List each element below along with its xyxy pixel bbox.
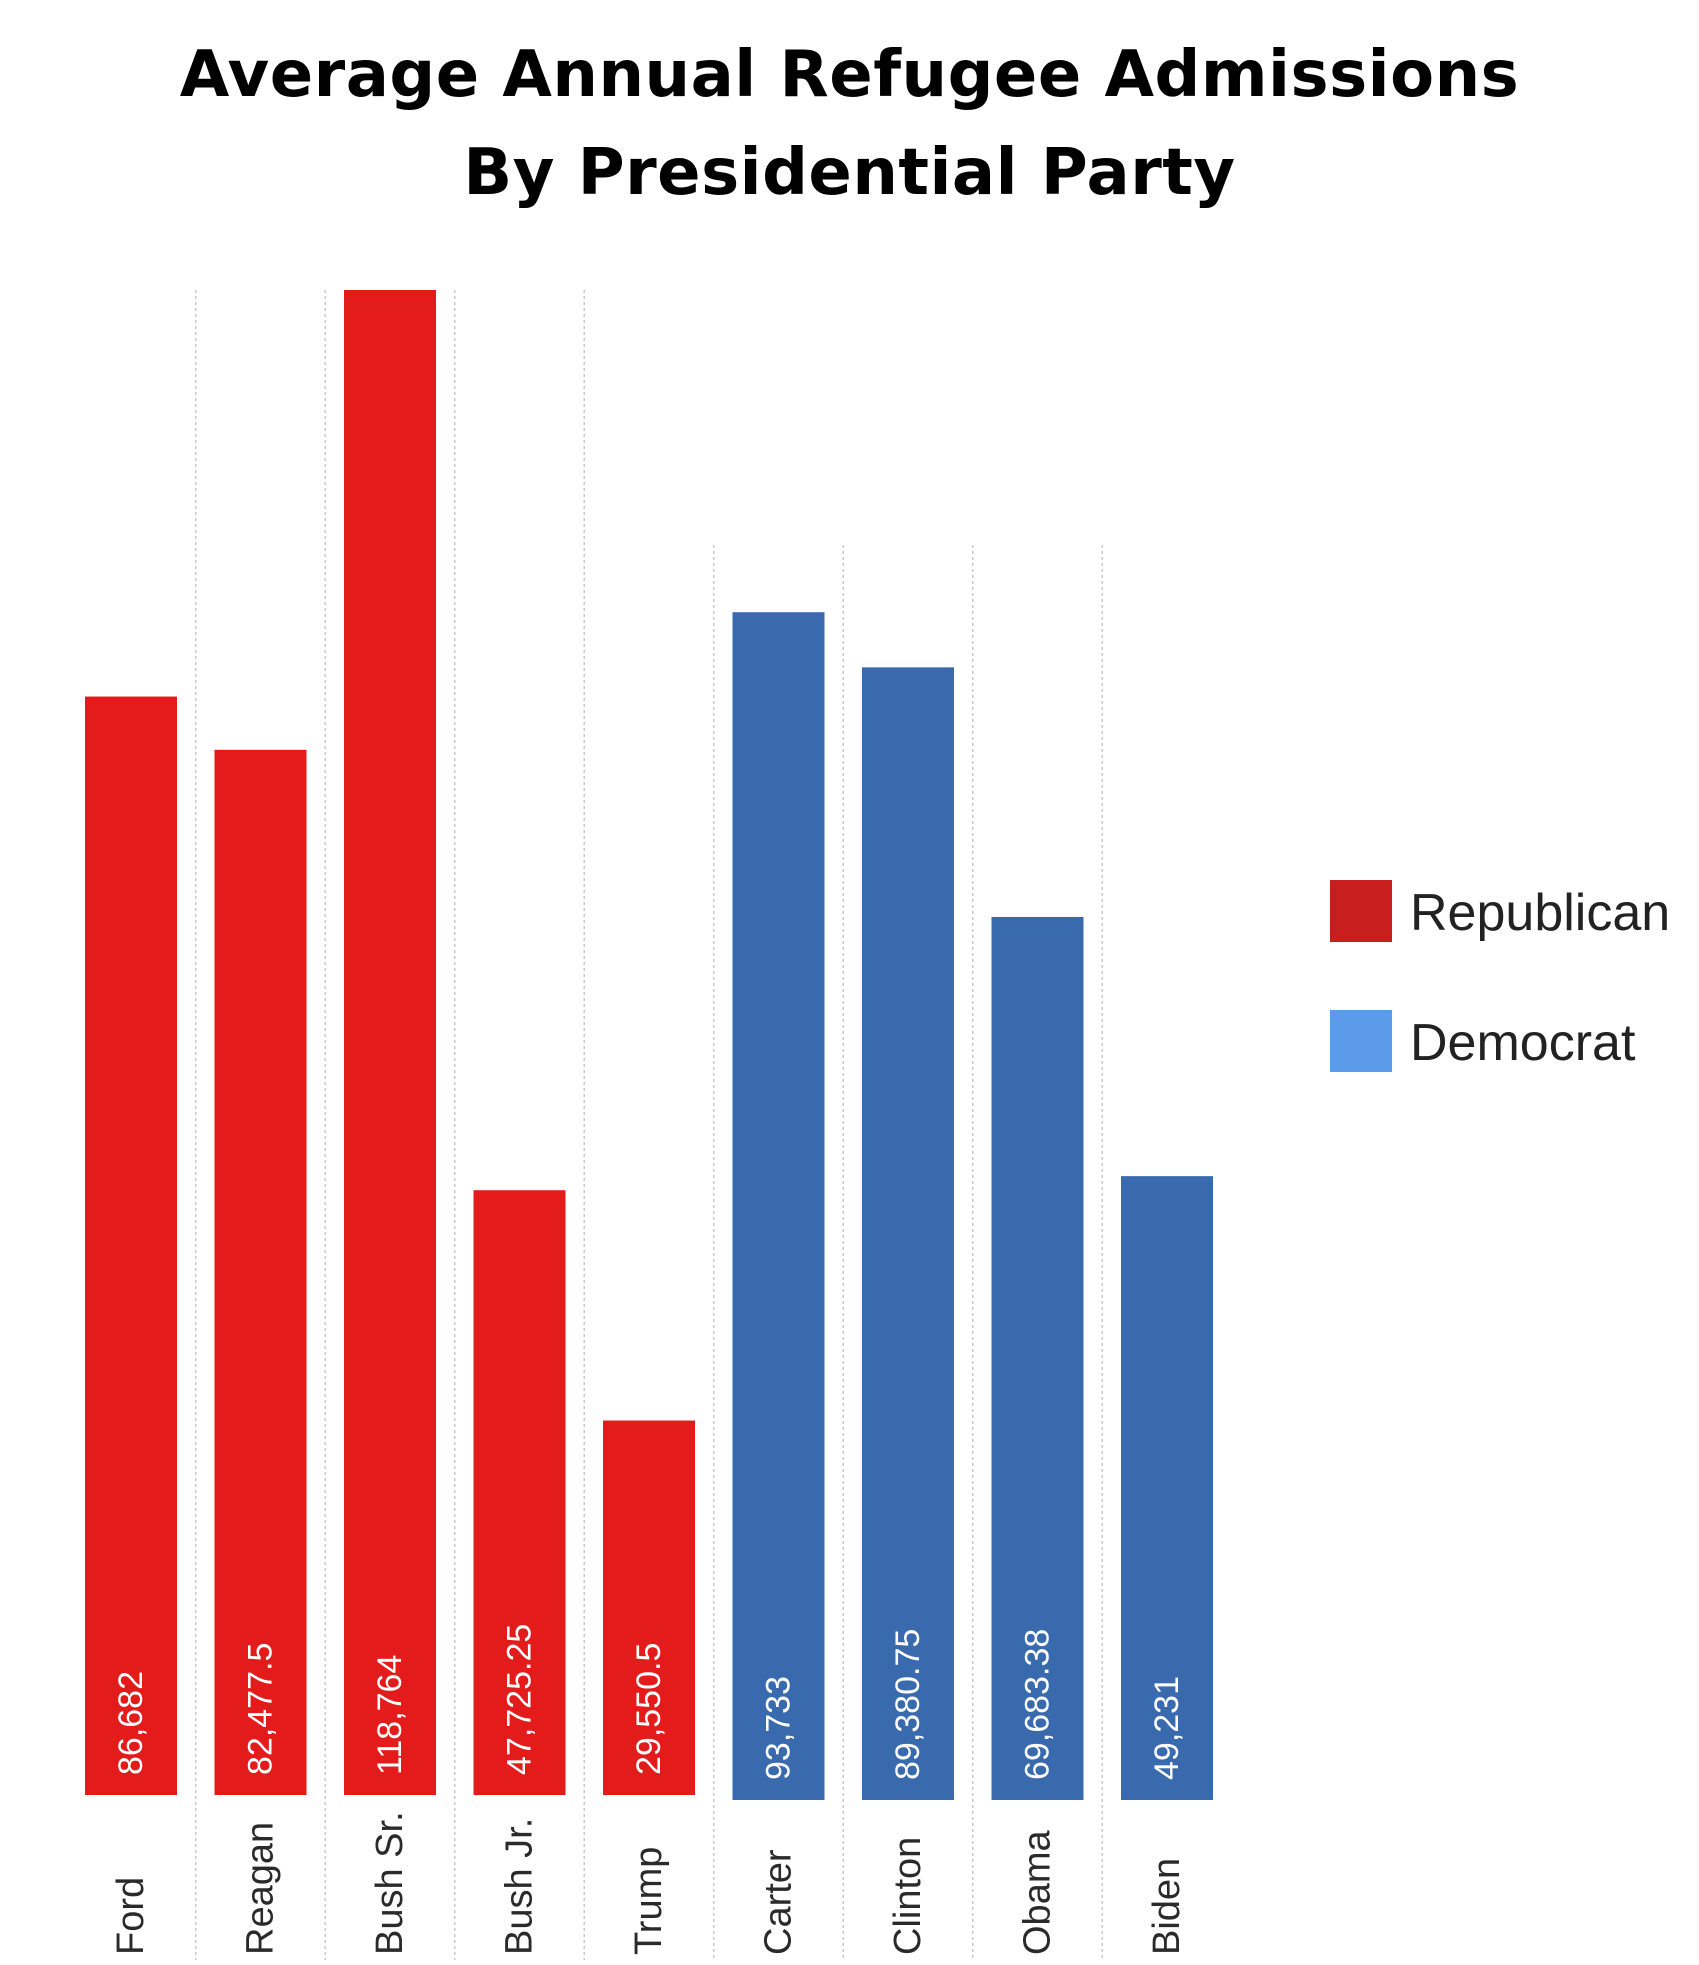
data-labels: 86,682 82,477.5 118,764 47,725.25 29,550.5 93… bbox=[112, 1624, 1186, 1780]
bar-biden bbox=[1121, 1176, 1213, 1800]
legend-label: Republican bbox=[1410, 884, 1670, 942]
data-label: 29,550.5 bbox=[630, 1643, 668, 1775]
data-label: 86,682 bbox=[112, 1671, 150, 1775]
tick-label: Ford bbox=[110, 1877, 152, 1955]
legend: Republican Democrat bbox=[1330, 880, 1670, 1072]
bar-obama bbox=[991, 916, 1084, 1800]
bar-reagan bbox=[214, 749, 307, 1796]
bar-ford bbox=[85, 696, 177, 1795]
data-label: 47,725.25 bbox=[501, 1624, 539, 1775]
legend-label: Democrat bbox=[1410, 1014, 1636, 1072]
tick-label: Biden bbox=[1146, 1858, 1188, 1955]
bar-trump bbox=[603, 1420, 695, 1795]
data-label: 89,380.75 bbox=[889, 1629, 927, 1780]
data-label: 82,477.5 bbox=[242, 1643, 280, 1775]
data-label: 69,683.38 bbox=[1019, 1629, 1057, 1780]
bar-clinton bbox=[862, 667, 954, 1801]
tick-label: Bush Jr. bbox=[499, 1818, 541, 1955]
bar-carter bbox=[732, 612, 825, 1801]
data-label: 49,231 bbox=[1148, 1676, 1186, 1780]
chart-title-line-1: Average Annual Refugee Admissions bbox=[179, 38, 1520, 112]
category-tick-labels: Ford Reagan Bush Sr. Bush Jr. Trump Carter Cli… bbox=[110, 1811, 1188, 1955]
tick-label: Obama bbox=[1017, 1830, 1059, 1955]
data-label: 93,733 bbox=[760, 1676, 798, 1780]
tick-label: Carter bbox=[758, 1849, 800, 1955]
tick-label: Trump bbox=[628, 1847, 670, 1955]
tick-label: Bush Sr. bbox=[369, 1811, 411, 1955]
bars bbox=[85, 290, 1213, 1801]
tick-label: Clinton bbox=[887, 1837, 929, 1955]
bar-bush-sr bbox=[344, 290, 436, 1795]
tick-label: Reagan bbox=[240, 1822, 282, 1955]
gridlines bbox=[195, 290, 1103, 1960]
legend-swatch bbox=[1330, 880, 1392, 942]
data-label: 118,764 bbox=[371, 1655, 409, 1775]
bar-bush-jr bbox=[473, 1190, 566, 1795]
chart-title-line-2: By Presidential Party bbox=[463, 136, 1236, 210]
legend-swatch bbox=[1330, 1010, 1392, 1072]
